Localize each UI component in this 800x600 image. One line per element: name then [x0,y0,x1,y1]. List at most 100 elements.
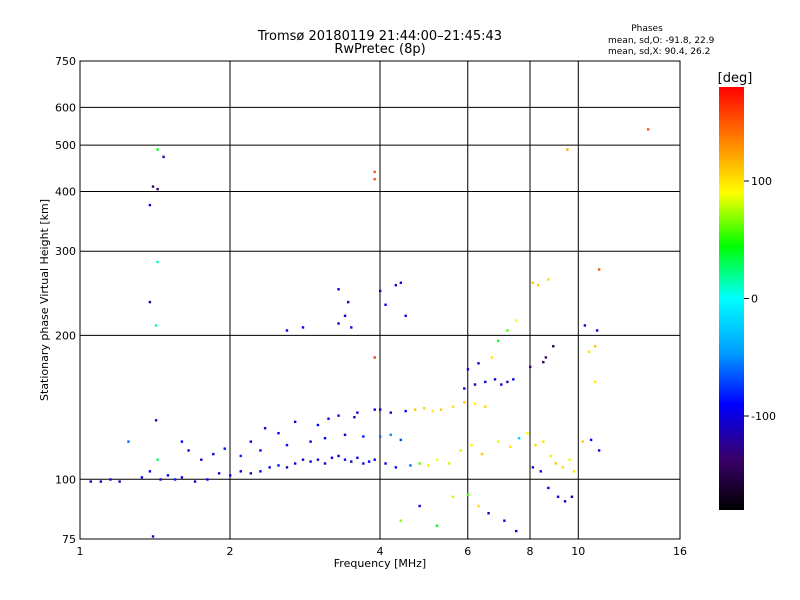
data-point [350,326,353,329]
data-point [373,170,376,174]
data-point [323,436,327,440]
data-point [301,458,305,461]
data-point [404,314,407,318]
data-point [554,462,557,465]
phase-stats-o: mean, sd,O: -91.8, 22.9 [608,36,715,46]
data-point [466,368,470,371]
x-tick-label: 1 [77,545,84,558]
data-point [473,383,477,386]
data-point [506,329,509,332]
y-axis-label: Stationary phase Virtual Height [km] [38,199,51,401]
data-point [259,449,262,452]
colorbar-ticks: 100 0 -100 [744,175,776,423]
colorbar-tick-label: 100 [751,175,772,188]
data-point [477,362,480,365]
data-point [154,419,158,422]
y-tick-label: 600 [55,101,76,114]
data-point [490,356,494,359]
data-point [166,474,170,477]
data-point [285,466,289,469]
data-point [206,478,209,481]
data-point [418,504,421,508]
data-point [239,470,242,473]
data-point [572,470,576,473]
data-point [459,449,462,452]
y-tick-label: 750 [55,55,76,68]
data-point [526,431,529,435]
data-point [549,454,553,458]
data-point [151,535,155,538]
data-point [154,324,158,327]
data-point [547,278,550,281]
data-point [229,474,232,477]
data-point [316,458,320,461]
data-point [435,458,439,461]
data-point [337,322,340,325]
data-point [217,472,221,475]
data-point [570,495,574,498]
data-point [379,289,382,293]
data-point [447,462,451,465]
data-point [399,438,403,442]
data-point [427,464,430,467]
data-point [346,300,350,304]
data-point [223,447,226,450]
data-point [327,417,330,420]
data-point [337,454,340,458]
data-point [323,462,327,465]
y-tick-label: 300 [55,245,76,258]
x-tick-labels: 1 2 4 6 8 10 16 [77,545,688,558]
data-point [552,345,555,348]
data-point [463,401,466,404]
data-point [384,462,387,465]
data-point [593,345,597,348]
plot-frame [79,60,681,540]
colorbar-tick-label: -100 [751,410,776,423]
data-point [367,460,371,463]
data-point [534,443,537,447]
colorbar-tick-label: 0 [751,293,758,306]
data-point [156,260,159,264]
data-point [597,268,601,271]
data-point [515,319,518,322]
data-point [293,462,297,465]
data-point [512,378,515,381]
x-tick-label: 6 [464,545,471,558]
y-tick-labels: 75 100 200 300 400 500 600 750 [55,55,76,546]
data-point [389,433,392,437]
chart-subtitle: RwPretec (8p) [334,42,425,57]
data-point [515,529,518,533]
data-point [587,350,591,353]
data-point [353,415,356,419]
data-point [561,466,564,469]
data-point [277,464,280,467]
data-point [473,402,477,405]
data-point [148,203,152,207]
data-point [531,466,535,469]
data-point [413,408,417,411]
data-point [517,436,521,440]
data-point [394,466,398,469]
data-point [343,458,347,461]
data-point [140,476,144,479]
data-point [285,329,289,332]
data-point [156,148,159,151]
data-point [506,380,509,384]
data-point [373,458,376,461]
phase-stats-heading: Phases [631,24,663,34]
data-point [249,472,253,475]
data-point [509,445,512,449]
data-point [593,380,597,384]
data-point [484,380,487,384]
data-point [487,512,490,515]
data-point [337,414,340,417]
data-point [389,411,392,414]
data-point [373,408,376,411]
data-point [309,440,312,443]
data-point [343,314,347,318]
phase-stats-x: mean, sd,X: 90.4, 26.2 [608,47,710,57]
data-point [156,458,159,461]
data-point [151,185,155,188]
data-point [529,365,532,369]
